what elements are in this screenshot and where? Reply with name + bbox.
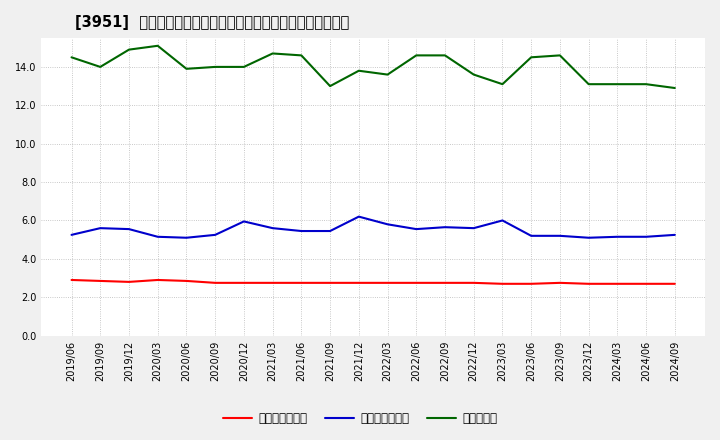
売上債権回転率 (96, 278, 104, 283)
売上債権回転率 (527, 281, 536, 286)
買入債務回転率 (125, 227, 133, 232)
在庫回転率 (670, 85, 679, 91)
Legend: 売上債権回転率, 買入債務回転率, 在庫回転率: 売上債権回転率, 買入債務回転率, 在庫回転率 (218, 407, 502, 430)
買入債務回転率 (527, 233, 536, 238)
売上債権回転率 (240, 280, 248, 286)
在庫回転率 (211, 64, 220, 70)
買入債務回転率 (469, 226, 478, 231)
在庫回転率 (412, 53, 420, 58)
在庫回転率 (441, 53, 449, 58)
売上債権回転率 (211, 280, 220, 286)
買入債務回転率 (642, 234, 650, 239)
在庫回転率 (642, 81, 650, 87)
買入債務回転率 (412, 227, 420, 232)
買入債務回転率 (153, 234, 162, 239)
買入債務回転率 (498, 218, 507, 223)
買入債務回転率 (67, 232, 76, 238)
売上債権回転率 (125, 279, 133, 285)
買入債務回転率 (211, 232, 220, 238)
売上債権回転率 (325, 280, 334, 286)
売上債権回転率 (412, 280, 420, 286)
買入債務回転率 (383, 222, 392, 227)
在庫回転率 (240, 64, 248, 70)
売上債権回転率 (354, 280, 363, 286)
Line: 在庫回転率: 在庫回転率 (71, 46, 675, 88)
Text: [3951]  売上債権回転率、買入債務回転率、在庫回転率の推移: [3951] 売上債権回転率、買入債務回転率、在庫回転率の推移 (75, 15, 348, 30)
買入債務回転率 (441, 224, 449, 230)
売上債権回転率 (297, 280, 306, 286)
売上債権回転率 (67, 277, 76, 282)
買入債務回転率 (354, 214, 363, 219)
買入債務回転率 (96, 226, 104, 231)
在庫回転率 (297, 53, 306, 58)
売上債権回転率 (269, 280, 277, 286)
Line: 買入債務回転率: 買入債務回転率 (71, 216, 675, 238)
在庫回転率 (383, 72, 392, 77)
在庫回転率 (498, 81, 507, 87)
買入債務回転率 (613, 234, 621, 239)
在庫回転率 (354, 68, 363, 73)
買入債務回転率 (585, 235, 593, 240)
売上債権回転率 (182, 278, 191, 283)
売上債権回転率 (670, 281, 679, 286)
在庫回転率 (269, 51, 277, 56)
買入債務回転率 (182, 235, 191, 240)
在庫回転率 (556, 53, 564, 58)
在庫回転率 (585, 81, 593, 87)
売上債権回転率 (153, 277, 162, 282)
売上債権回転率 (383, 280, 392, 286)
買入債務回転率 (670, 232, 679, 238)
売上債権回転率 (613, 281, 621, 286)
売上債権回転率 (469, 280, 478, 286)
買入債務回転率 (297, 228, 306, 234)
在庫回転率 (153, 43, 162, 48)
在庫回転率 (325, 84, 334, 89)
売上債権回転率 (441, 280, 449, 286)
在庫回転率 (96, 64, 104, 70)
買入債務回転率 (269, 226, 277, 231)
買入債務回転率 (240, 219, 248, 224)
売上債権回転率 (585, 281, 593, 286)
売上債権回転率 (556, 280, 564, 286)
在庫回転率 (527, 55, 536, 60)
在庫回転率 (469, 72, 478, 77)
在庫回転率 (613, 81, 621, 87)
在庫回転率 (125, 47, 133, 52)
売上債権回転率 (642, 281, 650, 286)
在庫回転率 (182, 66, 191, 71)
買入債務回転率 (325, 228, 334, 234)
売上債権回転率 (498, 281, 507, 286)
在庫回転率 (67, 55, 76, 60)
Line: 売上債権回転率: 売上債権回転率 (71, 280, 675, 284)
買入債務回転率 (556, 233, 564, 238)
